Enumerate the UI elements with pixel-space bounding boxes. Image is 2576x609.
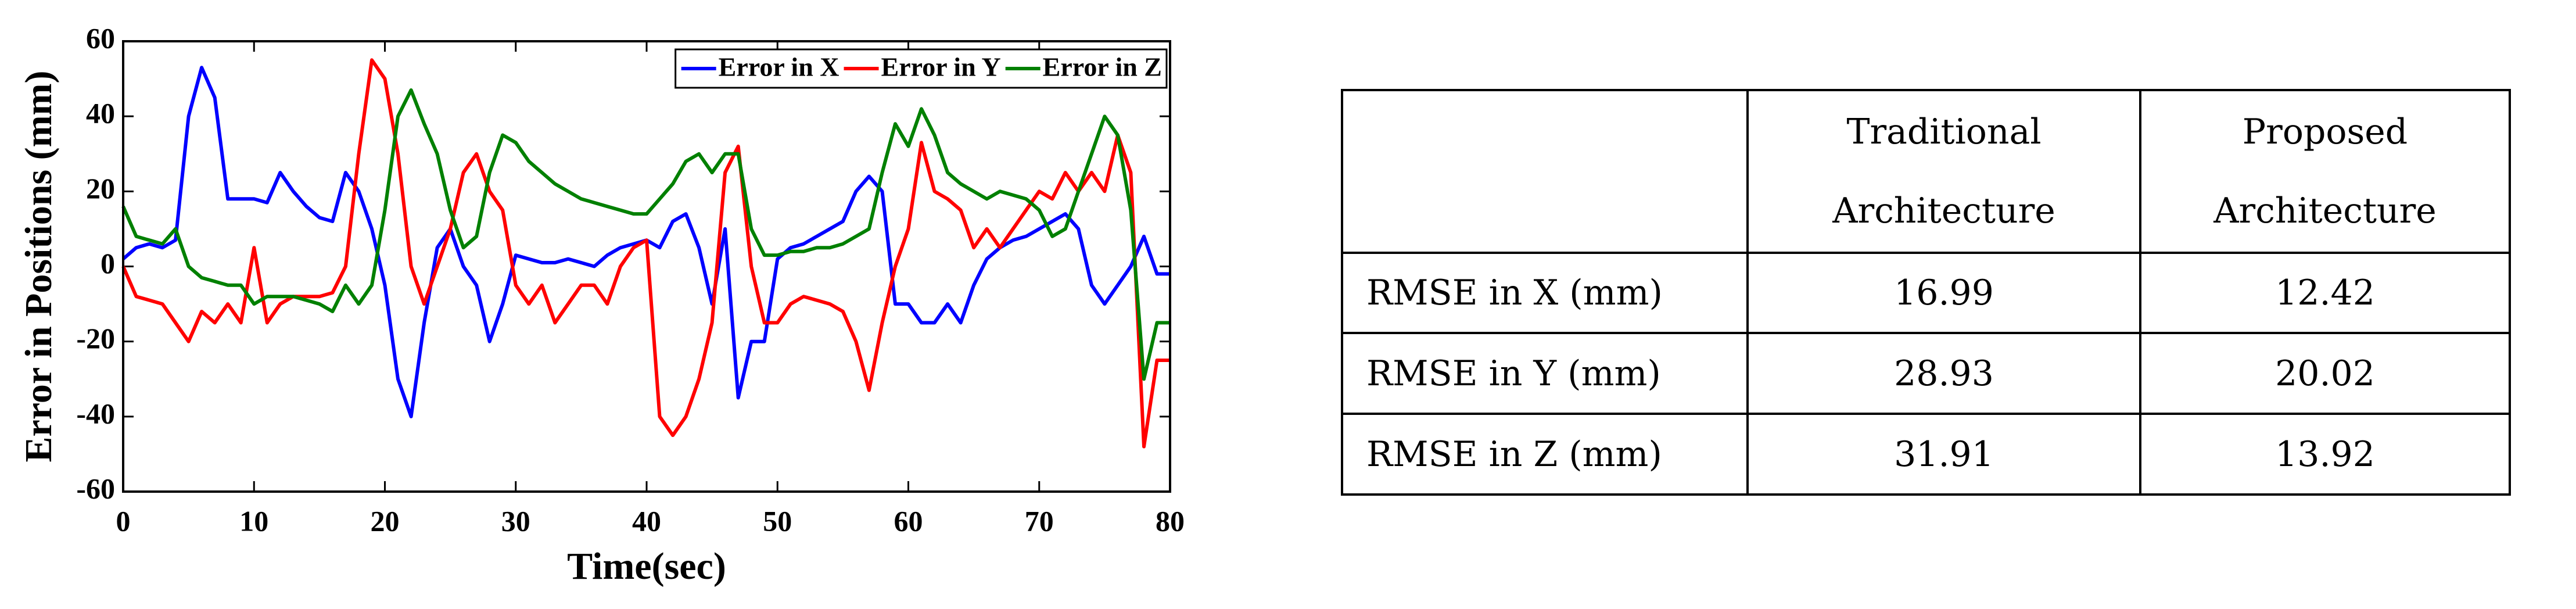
legend-label: Error in Z [1043,52,1162,82]
table-row: RMSE in Z (mm) 31.91 13.92 [1341,413,2511,496]
y-axis-label: Error in Positions (mm) [17,70,60,462]
table-row: RMSE in Y (mm) 28.93 20.02 [1341,332,2511,415]
row-label: RMSE in Z (mm) [1341,413,1749,496]
line-series [121,58,1170,449]
table-cell: 28.93 [1746,332,2141,415]
header-cell: Proposed Architecture [2139,89,2511,254]
x-tick-label: 20 [371,504,400,537]
table-body: Traditional Architecture Proposed Archit… [1341,89,2511,496]
legend: Error in X Error in Y Error in Z [675,48,1168,89]
y-tick-label: 60 [86,22,115,54]
y-tick-label: 20 [86,172,115,205]
y-tick-label: -60 [76,472,115,504]
x-tick-label: 0 [116,504,131,537]
header-row: Traditional Architecture Proposed Archit… [1341,89,2511,254]
table-cell: 16.99 [1746,252,2141,334]
header-line: Traditional [1846,112,2042,152]
row-label: RMSE in X (mm) [1341,252,1749,334]
row-label: RMSE in Y (mm) [1341,332,1749,415]
legend-label: Error in Y [881,52,1001,82]
chart: -60 -40 -20 0 20 40 60 0 10 20 30 40 50 60 70 80 Time(se… [17,22,1185,587]
rmse-table: Traditional Architecture Proposed Archit… [1341,89,2511,496]
header-cell: Traditional Architecture [1746,89,2141,254]
y-tick-label: -40 [76,397,115,429]
y-tick-label: -20 [76,322,115,354]
y-tick-label: 40 [86,97,115,130]
line-series [121,88,1170,381]
legend-label: Error in X [719,52,839,82]
x-tick-label: 50 [763,504,792,537]
legend-box [675,48,1168,89]
table-cell: 12.42 [2139,252,2511,334]
x-tick-label: 60 [894,504,923,537]
y-tick-label: 0 [101,247,115,280]
header-line: Architecture [1832,191,2055,231]
table-cell: 13.92 [2139,413,2511,496]
table-row: RMSE in X (mm) 16.99 12.42 [1341,252,2511,334]
x-tick-label: 10 [239,504,268,537]
x-tick-label: 30 [501,504,530,537]
empty-cell [1341,89,1749,254]
table-cell: 20.02 [2139,332,2511,415]
x-tick-label: 80 [1156,504,1185,537]
header-line: Proposed [2242,112,2408,152]
header-line: Architecture [2213,191,2437,231]
x-tick-label: 40 [632,504,661,537]
x-tick-label: 70 [1025,504,1054,537]
x-axis-label: Time(sec) [567,545,726,587]
table-cell: 31.91 [1746,413,2141,496]
plot-frame [122,40,1171,493]
